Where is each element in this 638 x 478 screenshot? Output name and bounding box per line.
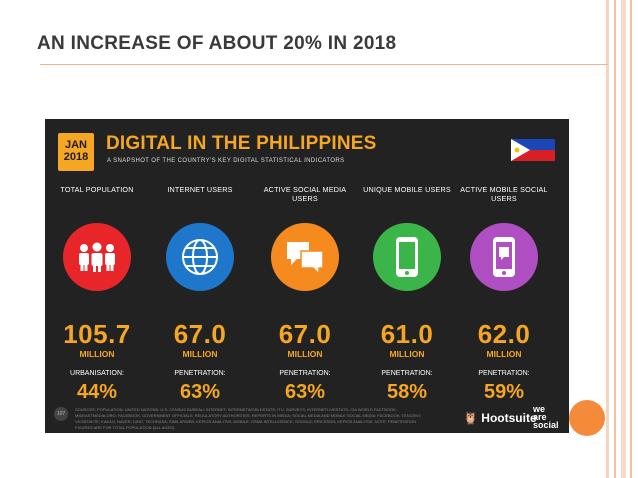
mobile-social-icon <box>493 237 515 277</box>
stat-column-population: TOTAL POPULATION 105.7 MILLION URBANISAT… <box>49 185 145 404</box>
stat-percent: 63% <box>179 381 221 403</box>
infographic-image: JAN 2018 DIGITAL IN THE PHILIPPINES A SN… <box>45 119 569 433</box>
decorative-circle <box>569 400 605 436</box>
decorative-stripe <box>621 0 626 478</box>
stat-label: ACTIVE SOCIAL MEDIA USERS <box>263 185 347 203</box>
stat-label: ACTIVE MOBILE SOCIAL USERS <box>460 185 548 203</box>
stat-percent: 58% <box>386 381 428 403</box>
chat-icon <box>287 242 324 275</box>
decorative-stripe <box>614 0 616 478</box>
stat-value: 61.0 <box>380 319 434 349</box>
phone-icon <box>396 237 418 277</box>
philippines-flag-icon <box>511 139 555 161</box>
stat-column-social: ACTIVE SOCIAL MEDIA USERS 67.0 MILLION P… <box>257 185 353 404</box>
stat-percent: 59% <box>483 381 525 403</box>
stat-value: 105.7 <box>63 319 131 349</box>
people-icon <box>79 242 115 272</box>
stat-percent: 63% <box>284 381 326 403</box>
hootsuite-logo: 🦉 Hootsuite <box>463 411 537 425</box>
date-badge: JAN 2018 <box>58 133 94 171</box>
decorative-stripe <box>606 0 609 478</box>
hootsuite-wordmark: Hootsuite <box>481 411 537 425</box>
infographic-subtitle: A SNAPSHOT OF THE COUNTRY'S KEY DIGITAL … <box>107 158 345 164</box>
date-year: 2018 <box>63 151 89 163</box>
we-are-social-logo: we are social <box>533 404 559 430</box>
stat-value: 62.0 <box>477 319 531 349</box>
stat-unit: MILLION <box>486 349 522 359</box>
stat-sublabel: PENETRATION: <box>174 370 226 377</box>
stat-circle <box>373 223 441 291</box>
stat-sublabel: URBANISATION: <box>70 370 124 377</box>
stat-unit: MILLION <box>389 349 425 359</box>
stat-label: TOTAL POPULATION <box>60 185 134 194</box>
globe-icon <box>182 239 218 275</box>
sources-footnote: SOURCES: POPULATION: UNITED NATIONS; U.S… <box>75 407 422 430</box>
date-month: JAN <box>64 139 87 151</box>
stat-label: UNIQUE MOBILE USERS <box>363 185 451 194</box>
owl-icon: 🦉 <box>463 411 478 425</box>
stat-circle <box>271 223 339 291</box>
stat-column-mobile-social: ACTIVE MOBILE SOCIAL USERS 62.0 MILLION … <box>456 185 552 404</box>
stat-label: INTERNET USERS <box>167 185 233 194</box>
stat-value: 67.0 <box>173 319 227 349</box>
stat-sublabel: PENETRATION: <box>478 370 530 377</box>
heading-underline <box>40 64 608 65</box>
stat-sublabel: PENETRATION: <box>381 370 433 377</box>
page-number: 107 <box>54 407 68 421</box>
stat-circle <box>470 223 538 291</box>
stat-unit: MILLION <box>182 349 218 359</box>
stat-sublabel: PENETRATION: <box>279 370 331 377</box>
slide-heading: An Increase of about 20% in 2018 <box>37 33 397 54</box>
stat-percent: 44% <box>76 381 118 403</box>
stat-unit: MILLION <box>287 349 323 359</box>
decorative-stripe <box>630 0 632 478</box>
stat-unit: MILLION <box>79 349 115 359</box>
stat-circle <box>63 223 131 291</box>
stat-column-internet: INTERNET USERS 67.0 MILLION PENETRATION:… <box>152 185 248 404</box>
stat-circle <box>166 223 234 291</box>
stat-column-mobile: UNIQUE MOBILE USERS 61.0 MILLION PENETRA… <box>359 185 455 404</box>
stat-value: 67.0 <box>278 319 332 349</box>
infographic-title: DIGITAL IN THE PHILIPPINES <box>106 133 377 154</box>
